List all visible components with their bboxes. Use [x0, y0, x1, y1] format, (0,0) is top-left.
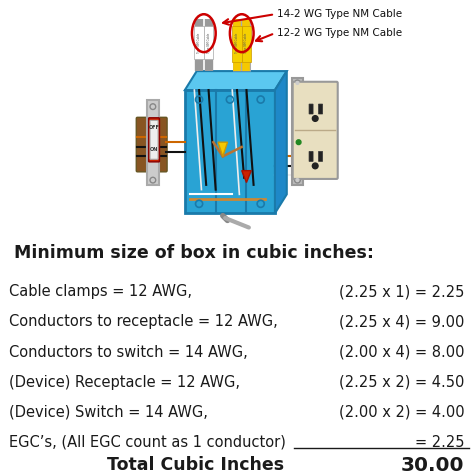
- Text: (2.00 x 2) = 4.00: (2.00 x 2) = 4.00: [339, 405, 465, 420]
- Circle shape: [312, 116, 318, 121]
- FancyBboxPatch shape: [232, 26, 242, 62]
- Text: Cable clamps = 12 AWG,: Cable clamps = 12 AWG,: [9, 284, 192, 300]
- Text: Conductors to switch = 14 AWG,: Conductors to switch = 14 AWG,: [9, 345, 248, 360]
- Circle shape: [151, 105, 155, 108]
- Circle shape: [296, 179, 299, 182]
- Text: Total Cubic Inches: Total Cubic Inches: [107, 456, 284, 474]
- Circle shape: [294, 177, 301, 183]
- Text: EGC’s, (All EGC count as 1 conductor): EGC’s, (All EGC count as 1 conductor): [9, 435, 286, 450]
- FancyBboxPatch shape: [292, 78, 303, 185]
- Text: (2.25 x 2) = 4.50: (2.25 x 2) = 4.50: [339, 374, 465, 390]
- Text: ON: ON: [150, 147, 158, 152]
- FancyBboxPatch shape: [194, 26, 204, 59]
- Circle shape: [150, 104, 155, 109]
- FancyBboxPatch shape: [309, 104, 313, 114]
- Text: 14-2 WG Type NM Cable: 14-2 WG Type NM Cable: [277, 9, 402, 19]
- Polygon shape: [275, 71, 287, 213]
- Polygon shape: [242, 171, 251, 182]
- Text: (2.00 x 4) = 8.00: (2.00 x 4) = 8.00: [339, 345, 465, 360]
- FancyBboxPatch shape: [319, 104, 322, 114]
- Polygon shape: [185, 71, 287, 90]
- FancyBboxPatch shape: [147, 100, 159, 185]
- Text: Type NM Cable: Type NM Cable: [245, 33, 248, 53]
- Polygon shape: [218, 142, 228, 156]
- Text: OFF: OFF: [149, 126, 159, 130]
- Circle shape: [294, 80, 301, 86]
- Text: (Device) Receptacle = 12 AWG,: (Device) Receptacle = 12 AWG,: [9, 374, 240, 390]
- FancyBboxPatch shape: [319, 152, 322, 161]
- Circle shape: [296, 82, 299, 84]
- Text: Conductors to receptacle = 12 AWG,: Conductors to receptacle = 12 AWG,: [9, 315, 278, 329]
- Text: (2.25 x 1) = 2.25: (2.25 x 1) = 2.25: [339, 284, 465, 300]
- Text: 30.00: 30.00: [401, 456, 465, 474]
- Circle shape: [151, 179, 155, 182]
- FancyBboxPatch shape: [150, 120, 158, 159]
- FancyBboxPatch shape: [204, 26, 213, 59]
- Text: (2.25 x 4) = 9.00: (2.25 x 4) = 9.00: [339, 315, 465, 329]
- Circle shape: [296, 140, 301, 145]
- Text: Minimum size of box in cubic inches:: Minimum size of box in cubic inches:: [14, 244, 374, 262]
- Text: 12-2 WG Type NM Cable: 12-2 WG Type NM Cable: [277, 28, 402, 38]
- Circle shape: [150, 177, 155, 183]
- FancyBboxPatch shape: [242, 26, 251, 62]
- Text: Type NM Cable: Type NM Cable: [235, 33, 239, 53]
- Text: (Device) Switch = 14 AWG,: (Device) Switch = 14 AWG,: [9, 405, 209, 420]
- FancyBboxPatch shape: [148, 118, 159, 162]
- Text: Type NM Cable: Type NM Cable: [207, 33, 210, 53]
- FancyBboxPatch shape: [309, 152, 313, 161]
- Text: = 2.25: = 2.25: [415, 435, 465, 450]
- FancyBboxPatch shape: [185, 90, 275, 213]
- FancyBboxPatch shape: [137, 118, 167, 172]
- Text: Type NM Cable: Type NM Cable: [197, 33, 201, 53]
- FancyBboxPatch shape: [293, 82, 337, 179]
- Circle shape: [312, 163, 318, 169]
